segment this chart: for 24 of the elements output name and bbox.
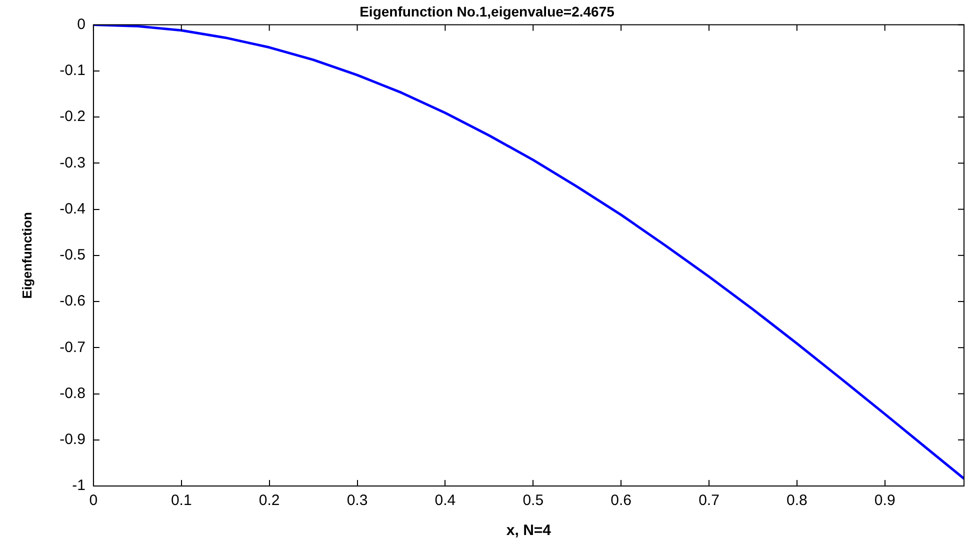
x-tick-label: 0.8 — [786, 492, 808, 510]
y-tick-label: -0.3 — [60, 154, 86, 172]
y-tick-label: -0.1 — [60, 62, 86, 80]
x-tick-label: 0.7 — [698, 492, 720, 510]
x-tick-label: 0.5 — [522, 492, 544, 510]
x-tick-label: 0.6 — [610, 492, 632, 510]
y-tick-label: -0.7 — [60, 338, 86, 356]
y-tick-label: -0.8 — [60, 384, 86, 402]
y-tick-label: -0.5 — [60, 246, 86, 264]
x-tick-label: 0.2 — [258, 492, 280, 510]
y-tick-label: -0.2 — [60, 108, 86, 126]
chart-title: Eigenfunction No.1,eigenvalue=2.4675 — [360, 3, 615, 20]
x-tick-label: 0.3 — [346, 492, 368, 510]
x-tick-label: 0.1 — [170, 492, 192, 510]
x-axis-title: x, N=4 — [506, 522, 552, 540]
y-tick-label: -0.4 — [60, 200, 86, 218]
y-axis-title: Eigenfunction — [19, 212, 34, 299]
x-tick-label: 0.4 — [434, 492, 456, 510]
x-tick-label: 0.9 — [874, 492, 896, 510]
y-tick-label: 0 — [77, 16, 86, 33]
y-tick-label: -1 — [72, 477, 86, 494]
y-tick-label: -0.6 — [60, 292, 86, 310]
y-tick-label: -0.9 — [60, 431, 86, 448]
x-tick-label: 0 — [89, 492, 98, 510]
